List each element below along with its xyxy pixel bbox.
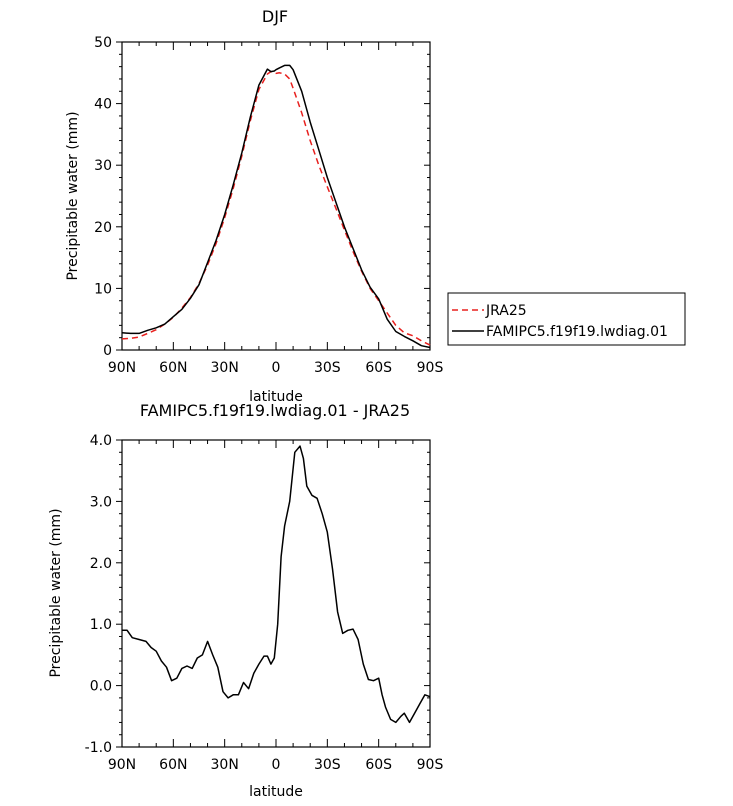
top-x-axis-title: latitude: [249, 389, 303, 405]
bottom-y-tick-label: -1.0: [85, 740, 112, 756]
top-y-tick-label: 0: [103, 343, 112, 359]
bottom-y-tick-label: 2.0: [90, 556, 112, 572]
top-y-tick-label: 50: [94, 35, 112, 51]
top-x-tick-label: 60S: [365, 360, 392, 376]
legend-label-jra25: JRA25: [485, 303, 527, 319]
bottom-series-group: [122, 445, 431, 724]
top-series-group: [121, 64, 431, 349]
bottom-y-axis-title: Precipitable water (mm): [48, 508, 64, 677]
bottom-x-tick-label: 0: [272, 757, 281, 773]
legend: JRA25 FAMIPC5.f19f19.lwdiag.01: [447, 292, 686, 346]
top-panel: DJF 90N 60N 30N 0 30S 60S 90S 0 10 20 30 40 50 lati…: [65, 7, 686, 405]
bottom-y-tick-label: 4.0: [90, 433, 112, 449]
top-plot-frame: [121, 41, 431, 351]
bottom-x-tick-label: 90N: [108, 757, 136, 773]
top-y-tick-label: 20: [94, 220, 112, 236]
top-ticks: [116, 41, 431, 351]
bottom-y-tick-label: 1.0: [90, 617, 112, 633]
top-x-tick-labels: 90N 60N 30N 0 30S 60S 90S: [108, 360, 444, 376]
top-y-tick-label: 40: [94, 97, 112, 113]
top-y-tick-label: 30: [94, 158, 112, 174]
top-chart-title: DJF: [262, 7, 288, 26]
bottom-x-tick-label: 90S: [417, 757, 444, 773]
bottom-y-tick-label: 3.0: [90, 494, 112, 510]
legend-label-famipc5: FAMIPC5.f19f19.lwdiag.01: [486, 324, 668, 340]
top-y-tick-label: 10: [94, 281, 112, 297]
top-series-line-famipc5-f19f19-lwdiag-01: [121, 64, 431, 349]
bottom-x-axis-title: latitude: [249, 784, 303, 800]
bottom-y-tick-label: 0.0: [90, 679, 112, 695]
top-series-line-jra25: [121, 70, 431, 346]
bottom-panel: FAMIPC5.f19f19.lwdiag.01 - JRA25 90N 60N 3…: [48, 401, 443, 800]
top-x-tick-label: 90N: [108, 360, 136, 376]
bottom-ticks: [116, 439, 431, 748]
bottom-x-tick-label: 30N: [211, 757, 239, 773]
legend-box: [447, 292, 686, 346]
bottom-x-tick-labels: 90N 60N 30N 0 30S 60S 90S: [108, 757, 444, 773]
bottom-series-line-difference: [122, 445, 431, 724]
bottom-y-tick-labels: -1.0 0.0 1.0 2.0 3.0 4.0: [85, 433, 112, 756]
top-y-axis-title: Precipitable water (mm): [65, 111, 81, 280]
top-x-tick-label: 30N: [211, 360, 239, 376]
bottom-x-tick-label: 30S: [314, 757, 341, 773]
top-x-tick-label: 60N: [159, 360, 187, 376]
top-x-tick-label: 30S: [314, 360, 341, 376]
top-x-tick-label: 90S: [417, 360, 444, 376]
bottom-x-tick-label: 60N: [159, 757, 187, 773]
top-y-tick-labels: 0 10 20 30 40 50: [94, 35, 112, 359]
bottom-x-tick-label: 60S: [365, 757, 392, 773]
bottom-chart-title: FAMIPC5.f19f19.lwdiag.01 - JRA25: [140, 401, 410, 420]
top-x-tick-label: 0: [272, 360, 281, 376]
